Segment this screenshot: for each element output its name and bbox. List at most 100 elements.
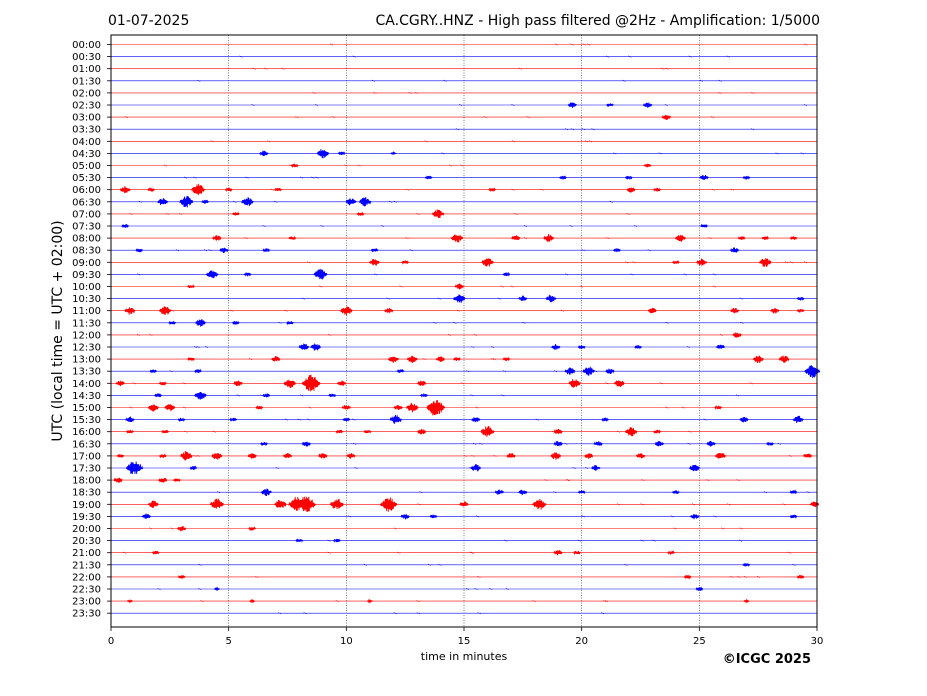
trace-noise-38-0 <box>691 503 695 506</box>
trace-noise-36-4 <box>641 479 645 482</box>
trace-noise-4-2 <box>751 91 755 94</box>
trace-burst-31-6 <box>601 417 610 423</box>
trace-noise-45-3 <box>505 587 509 591</box>
trace-noise-38-3 <box>782 503 786 506</box>
row-label-14: 07:00 <box>72 209 101 220</box>
trace-burst-30-6 <box>426 399 446 416</box>
trace-noise-24-2 <box>136 333 141 336</box>
trace-noise-34-5 <box>788 454 793 457</box>
trace-burst-38-2 <box>274 499 287 508</box>
trace-noise-31-2 <box>535 418 539 421</box>
trace-burst-38-5 <box>329 499 344 510</box>
trace-noise-22-2 <box>456 309 460 312</box>
row-label-3: 01:30 <box>72 76 101 87</box>
trace-noise-12-3 <box>540 188 544 191</box>
trace-burst-28-6 <box>416 380 427 386</box>
trace-noise-33-3 <box>687 442 691 445</box>
row-label-46: 23:00 <box>72 597 101 608</box>
trace-noise-42-0 <box>469 551 473 554</box>
trace-noise-28-2 <box>132 382 136 385</box>
trace-noise-30-4 <box>665 406 669 409</box>
row-label-28: 14:00 <box>72 379 101 390</box>
trace-noise-28-3 <box>460 382 464 385</box>
trace-burst-38-1 <box>209 498 225 509</box>
trace-burst-33-2 <box>553 440 563 447</box>
trace-noise-29-0 <box>501 394 505 397</box>
trace-burst-31-1 <box>177 417 186 423</box>
trace-burst-32-2 <box>335 429 344 435</box>
trace-noise-18-1 <box>803 261 808 264</box>
trace-noise-46-2 <box>335 600 339 603</box>
trace-noise-41-4 <box>504 539 508 542</box>
trace-noise-27-4 <box>607 370 611 373</box>
trace-noise-37-1 <box>763 491 767 494</box>
row-label-7: 03:30 <box>72 125 101 136</box>
trace-burst-39-3 <box>689 514 700 520</box>
row-label-13: 06:30 <box>72 197 101 208</box>
trace-burst-35-4 <box>689 464 701 472</box>
trace-noise-11-5 <box>315 176 319 179</box>
row-label-12: 06:00 <box>72 185 101 196</box>
trace-burst-12-2 <box>190 183 206 196</box>
trace-burst-32-6 <box>553 428 563 435</box>
trace-burst-15-0 <box>121 223 129 229</box>
trace-burst-34-13 <box>802 453 813 458</box>
trace-noise-33-1 <box>479 442 483 445</box>
trace-burst-36-2 <box>173 478 181 482</box>
trace-burst-43-0 <box>742 562 751 568</box>
row-label-5: 02:30 <box>72 101 101 112</box>
trace-noise-37-5 <box>419 491 423 494</box>
trace-noise-16-2 <box>605 237 610 240</box>
row-label-32: 16:00 <box>72 427 101 438</box>
row-label-15: 07:30 <box>72 222 101 233</box>
trace-burst-12-7 <box>653 187 661 192</box>
x-tick-label-2: 10 <box>340 636 353 647</box>
trace-burst-37-4 <box>671 490 680 495</box>
trace-noise-32-3 <box>184 430 188 433</box>
trace-noise-40-1 <box>148 527 153 530</box>
trace-noise-16-4 <box>244 237 248 240</box>
trace-burst-13-0 <box>157 198 169 205</box>
trace-burst-34-11 <box>635 453 646 459</box>
row-label-36: 18:00 <box>72 476 101 487</box>
trace-noise-27-1 <box>553 370 558 373</box>
trace-noise-42-2 <box>327 551 331 554</box>
trace-noise-28-4 <box>749 382 753 385</box>
row-label-19: 09:30 <box>72 270 101 281</box>
row-label-10: 05:00 <box>72 161 101 172</box>
trace-burst-30-2 <box>255 405 264 411</box>
trace-noise-43-2 <box>198 563 202 566</box>
trace-noise-25-1 <box>490 345 495 349</box>
trace-burst-14-2 <box>431 209 445 219</box>
trace-noise-9-4 <box>658 152 662 155</box>
trace-burst-39-0 <box>141 513 151 519</box>
trace-noise-47-2 <box>477 612 481 615</box>
trace-burst-34-3 <box>211 453 223 460</box>
trace-noise-22-1 <box>230 309 234 312</box>
trace-burst-45-1 <box>695 586 704 592</box>
trace-noise-17-3 <box>647 249 651 252</box>
trace-noise-38-4 <box>616 503 620 506</box>
row-label-18: 09:00 <box>72 258 101 269</box>
row-label-40: 20:00 <box>72 524 101 535</box>
trace-burst-12-0 <box>119 186 131 193</box>
trace-burst-12-6 <box>626 187 636 193</box>
trace-burst-16-8 <box>789 236 798 241</box>
trace-burst-41-1 <box>333 538 341 543</box>
trace-burst-39-1 <box>400 514 410 520</box>
trace-noise-47-3 <box>416 612 420 615</box>
trace-noise-32-1 <box>551 430 555 433</box>
trace-noise-36-5 <box>565 479 570 482</box>
trace-burst-17-5 <box>729 247 740 253</box>
trace-burst-34-7 <box>346 453 356 459</box>
trace-noise-37-3 <box>216 491 221 494</box>
trace-noise-13-4 <box>138 200 142 203</box>
row-label-8: 04:00 <box>72 137 101 148</box>
trace-noise-9-5 <box>441 152 445 155</box>
trace-noise-40-4 <box>170 527 174 530</box>
trace-noise-45-5 <box>489 587 493 591</box>
trace-noise-0-0 <box>570 43 574 46</box>
trace-burst-29-2 <box>262 393 271 398</box>
trace-noise-11-3 <box>245 176 249 179</box>
row-label-2: 01:00 <box>72 64 101 75</box>
